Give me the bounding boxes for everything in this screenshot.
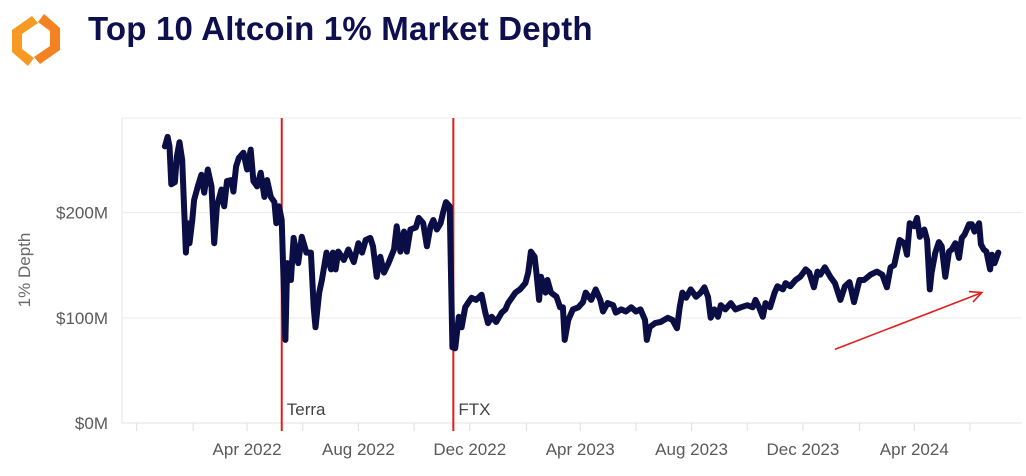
x-tick-label: Dec 2023 [767, 440, 840, 459]
y-tick-label: $200M [56, 204, 108, 223]
x-tick-label: Apr 2024 [880, 440, 949, 459]
y-tick-label: $100M [56, 309, 108, 328]
page-title: Top 10 Altcoin 1% Market Depth [88, 10, 593, 47]
y-axis: $0M $100M $200M [56, 204, 108, 433]
trend-arrow-shaft [834, 291, 983, 351]
y-tick-label: $0M [75, 414, 108, 433]
event-label-ftx: FTX [458, 400, 490, 419]
y-axis-title: 1% Depth [15, 233, 34, 308]
x-tick-label: Dec 2022 [433, 440, 506, 459]
series-line-1pct-depth [161, 133, 1002, 352]
x-tick-label: Aug 2022 [322, 440, 395, 459]
event-label-terra: Terra [287, 400, 326, 419]
x-tick-label: Aug 2023 [655, 440, 728, 459]
gridlines [122, 212, 1022, 319]
trend-arrow-head [968, 290, 984, 303]
trend-arrow [834, 290, 984, 351]
company-logo [4, 8, 68, 77]
plot-frame [121, 117, 1022, 424]
x-axis: Apr 2022 Aug 2022 Dec 2022 Apr 2023 Aug 2023… [136, 423, 971, 459]
logo-right-bracket [34, 14, 60, 64]
x-tick-label: Apr 2023 [546, 440, 615, 459]
logo-left-bracket [12, 16, 38, 66]
x-tick-label: Apr 2022 [213, 440, 282, 459]
